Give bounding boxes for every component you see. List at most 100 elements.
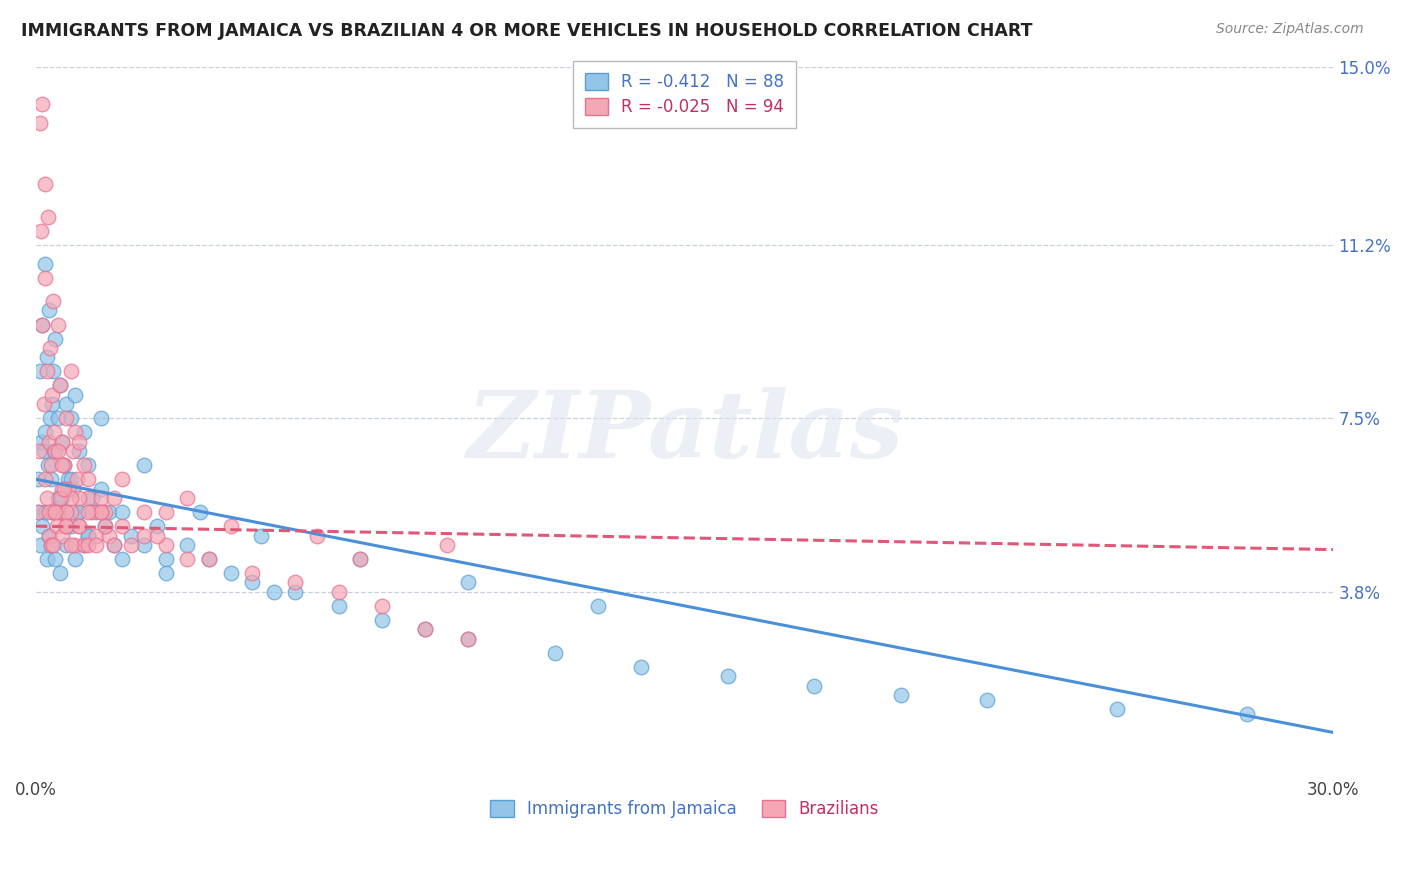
Point [30, 538, 52, 552]
Point [76, 528, 98, 542]
Point [76, 505, 98, 519]
Point [155, 538, 177, 552]
Point [51, 434, 73, 449]
Point [35, 491, 58, 505]
Point [82, 491, 104, 505]
Point [120, 538, 142, 552]
Point [94, 505, 117, 519]
Point [284, 584, 307, 599]
Point [94, 519, 117, 533]
Point [34, 472, 56, 486]
Point [90, 505, 112, 519]
Point [51, 528, 73, 542]
Point [39, 538, 62, 552]
Point [38, 528, 60, 542]
Point [55, 411, 77, 425]
Point [58, 482, 80, 496]
Point [146, 519, 169, 533]
Point [90, 482, 112, 496]
Point [188, 505, 211, 519]
Point [176, 538, 198, 552]
Point [155, 566, 177, 580]
Point [51, 458, 73, 473]
Point [1107, 702, 1129, 716]
Point [42, 444, 65, 458]
Point [42, 505, 65, 519]
Point [51, 482, 73, 496]
Point [155, 552, 177, 566]
Point [284, 575, 307, 590]
Point [98, 528, 121, 542]
Point [46, 491, 69, 505]
Point [39, 538, 62, 552]
Point [66, 472, 89, 486]
Point [48, 491, 70, 505]
Point [76, 472, 98, 486]
Point [58, 472, 80, 486]
Point [31, 318, 53, 332]
Point [240, 566, 263, 580]
Point [349, 552, 371, 566]
Point [349, 552, 371, 566]
Point [34, 177, 56, 191]
Point [111, 472, 134, 486]
Point [72, 538, 94, 552]
Point [155, 505, 177, 519]
Point [38, 528, 60, 542]
Point [111, 505, 134, 519]
Point [51, 505, 73, 519]
Point [976, 692, 998, 706]
Point [94, 519, 117, 533]
Point [67, 444, 90, 458]
Point [90, 491, 112, 505]
Point [59, 472, 82, 486]
Point [63, 552, 86, 566]
Point [28, 505, 51, 519]
Point [44, 505, 66, 519]
Point [59, 411, 82, 425]
Point [111, 552, 134, 566]
Point [90, 505, 112, 519]
Point [67, 505, 90, 519]
Point [132, 528, 155, 542]
Point [86, 505, 108, 519]
Point [371, 599, 394, 613]
Point [27, 472, 49, 486]
Point [46, 411, 69, 425]
Point [630, 660, 652, 674]
Point [86, 538, 108, 552]
Point [38, 434, 60, 449]
Point [263, 584, 285, 599]
Point [198, 552, 221, 566]
Point [46, 505, 69, 519]
Point [48, 566, 70, 580]
Point [586, 599, 609, 613]
Point [42, 505, 65, 519]
Point [38, 411, 60, 425]
Point [30, 224, 52, 238]
Point [86, 528, 108, 542]
Point [328, 584, 350, 599]
Point [111, 519, 134, 533]
Point [63, 388, 86, 402]
Point [717, 669, 740, 683]
Point [371, 613, 394, 627]
Point [76, 458, 98, 473]
Point [328, 599, 350, 613]
Point [42, 425, 65, 440]
Point [34, 505, 56, 519]
Point [132, 505, 155, 519]
Point [35, 364, 58, 378]
Point [250, 528, 273, 542]
Point [413, 623, 436, 637]
Point [72, 538, 94, 552]
Point [31, 97, 53, 112]
Point [37, 210, 59, 224]
Text: IMMIGRANTS FROM JAMAICA VS BRAZILIAN 4 OR MORE VEHICLES IN HOUSEHOLD CORRELATION: IMMIGRANTS FROM JAMAICA VS BRAZILIAN 4 O… [21, 22, 1032, 40]
Point [59, 505, 82, 519]
Point [59, 364, 82, 378]
Point [436, 538, 458, 552]
Point [76, 491, 98, 505]
Point [890, 688, 912, 702]
Point [132, 538, 155, 552]
